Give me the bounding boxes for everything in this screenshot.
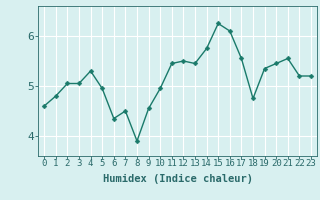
X-axis label: Humidex (Indice chaleur): Humidex (Indice chaleur) <box>103 174 252 184</box>
